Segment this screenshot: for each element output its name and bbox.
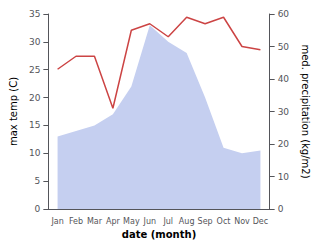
- svg-text:50: 50: [278, 42, 290, 52]
- svg-text:Oct: Oct: [217, 217, 231, 226]
- svg-text:35: 35: [29, 9, 40, 19]
- svg-text:25: 25: [29, 65, 40, 75]
- svg-text:0: 0: [278, 204, 284, 214]
- svg-text:Jul: Jul: [162, 217, 173, 226]
- svg-text:Sep: Sep: [198, 217, 213, 226]
- svg-text:date (month): date (month): [122, 229, 196, 240]
- svg-text:Jun: Jun: [143, 217, 157, 226]
- svg-text:10: 10: [278, 172, 290, 182]
- svg-text:15: 15: [29, 120, 40, 130]
- svg-text:Apr: Apr: [106, 217, 121, 226]
- svg-text:May: May: [123, 217, 140, 226]
- svg-text:20: 20: [278, 139, 290, 149]
- svg-text:Nov: Nov: [234, 217, 250, 226]
- svg-text:5: 5: [35, 176, 41, 186]
- svg-text:0: 0: [35, 204, 41, 214]
- svg-text:med. precipitation (kg/m2): med. precipitation (kg/m2): [300, 44, 311, 178]
- svg-text:max temp (C): max temp (C): [8, 77, 19, 146]
- svg-text:30: 30: [29, 37, 41, 47]
- svg-text:40: 40: [278, 74, 290, 84]
- svg-text:30: 30: [278, 107, 290, 117]
- svg-text:Mar: Mar: [87, 217, 103, 226]
- svg-text:Feb: Feb: [69, 217, 83, 226]
- svg-text:Jan: Jan: [50, 217, 63, 226]
- svg-text:60: 60: [278, 9, 290, 19]
- svg-text:Aug: Aug: [179, 217, 195, 226]
- svg-text:Dec: Dec: [253, 217, 268, 226]
- svg-text:10: 10: [29, 148, 41, 158]
- svg-text:20: 20: [29, 93, 41, 103]
